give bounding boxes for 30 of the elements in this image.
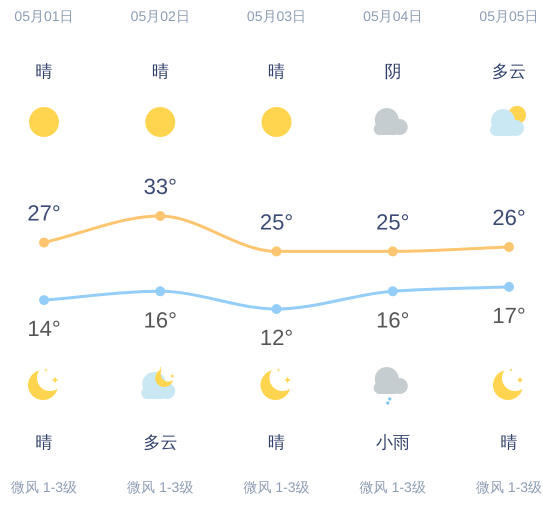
annotation: 小雨: [376, 433, 410, 452]
value-label: 16°: [144, 307, 177, 332]
annotation: 晴: [36, 433, 52, 452]
x-label: 05月04日: [363, 8, 422, 24]
x-label: 05月03日: [246, 8, 306, 24]
annotation: 晴: [36, 62, 52, 81]
value-label: 25°: [260, 209, 294, 234]
annotation: 微风 1-3级: [243, 479, 310, 495]
annotation: 微风 1-3级: [127, 479, 194, 495]
annotation: 微风 1-3级: [10, 479, 78, 495]
x-label: 05月01日: [14, 8, 74, 24]
value-label: 16°: [376, 307, 410, 332]
value-label: 26°: [492, 205, 526, 230]
annotation: 微风 1-3级: [476, 479, 542, 495]
x-label: 05月05日: [479, 8, 539, 24]
annotation: 晴: [268, 433, 285, 452]
annotation: 晴: [268, 62, 285, 81]
annotation: 多云: [143, 433, 178, 452]
value-label: 17°: [492, 302, 526, 328]
value-label: 33°: [144, 174, 177, 199]
value-label: 27°: [27, 200, 61, 226]
annotation: 晴: [152, 62, 169, 81]
annotation: 多云: [492, 62, 526, 81]
value-label: 14°: [27, 316, 61, 342]
annotation: 阴: [384, 62, 402, 81]
value-label: 25°: [376, 209, 410, 234]
annotation: 晴: [500, 433, 518, 452]
x-label: 05月02日: [130, 8, 190, 24]
annotation: 微风 1-3级: [360, 479, 426, 495]
value-label: 12°: [260, 325, 294, 350]
